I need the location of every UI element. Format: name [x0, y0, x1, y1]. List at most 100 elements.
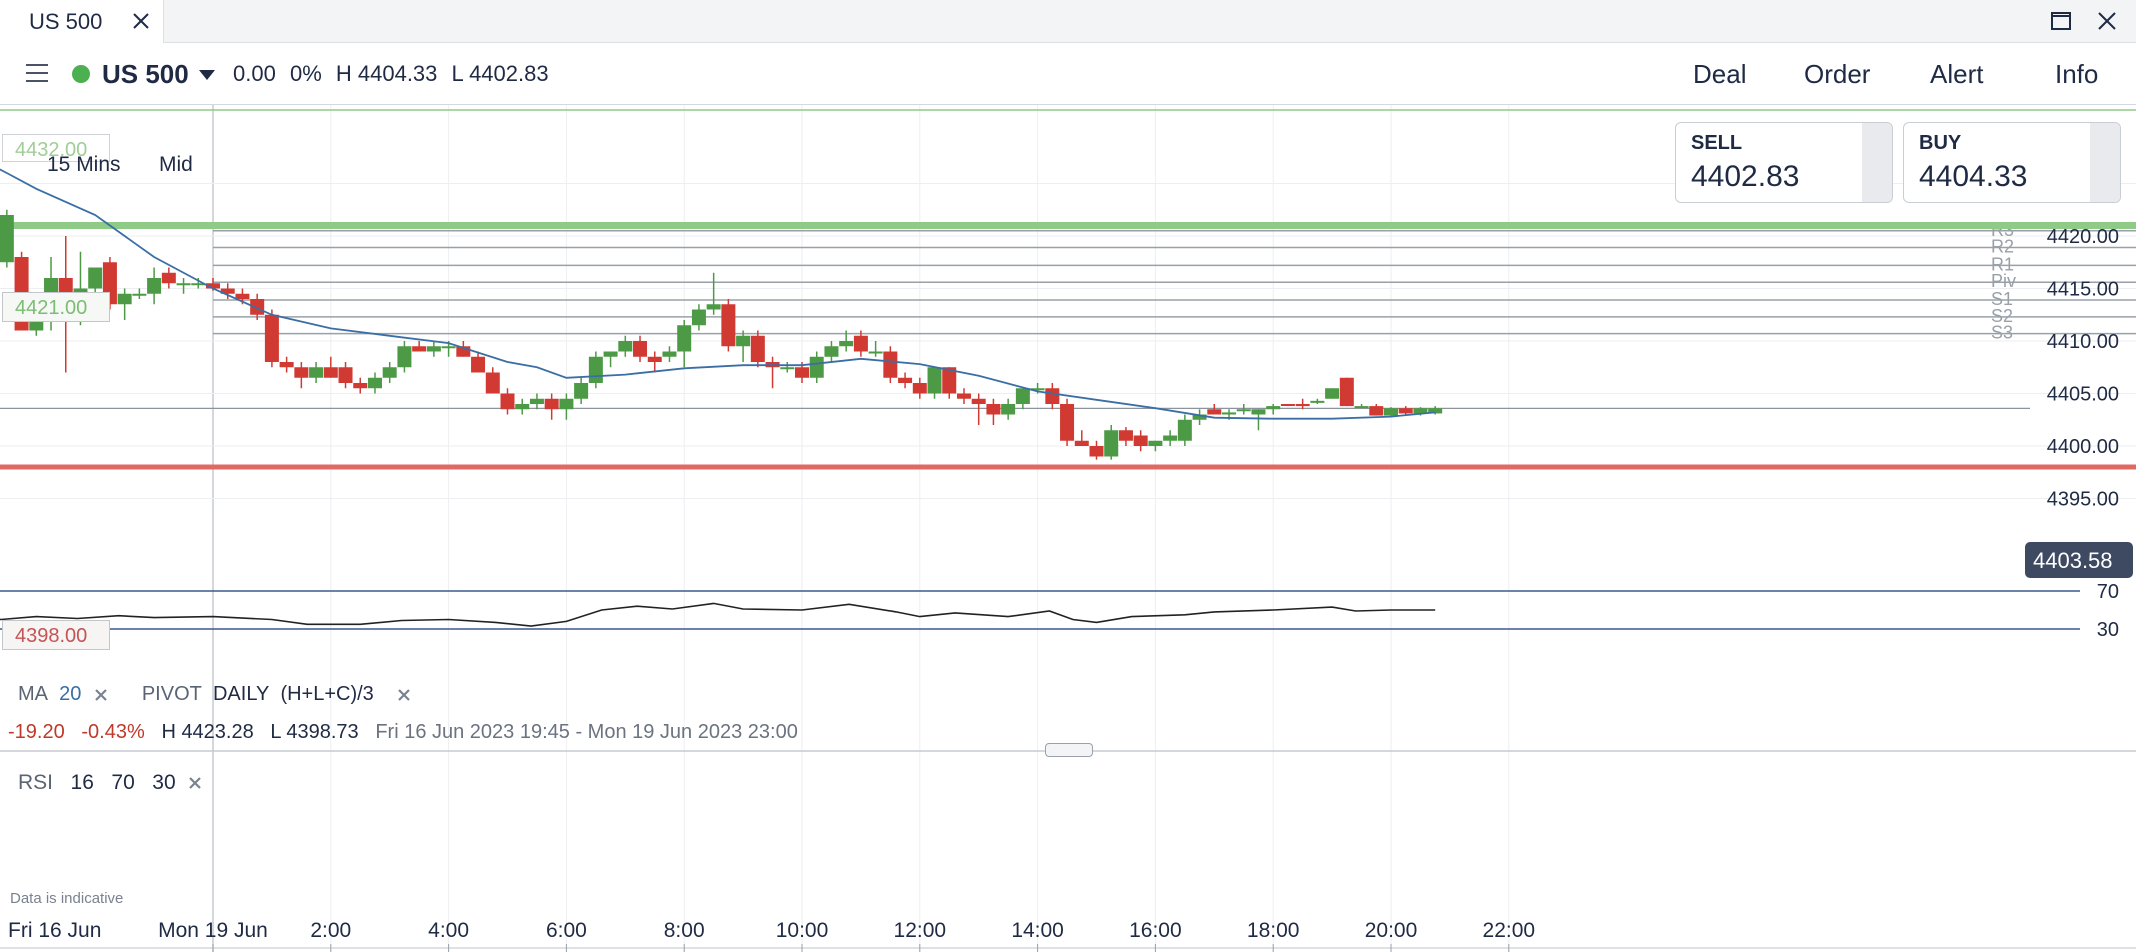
candle-down [471, 356, 486, 373]
sell-button[interactable]: SELL 4402.83 [1675, 122, 1893, 203]
close-icon[interactable] [128, 8, 154, 34]
candle-down [1295, 404, 1310, 407]
candle-down [1133, 435, 1148, 446]
candle-up [367, 377, 382, 389]
price-type-chip[interactable]: Mid [159, 153, 193, 176]
candle-up [603, 351, 618, 357]
candle-up [691, 309, 706, 326]
range-dates: Fri 16 Jun 2023 19:45 - Mon 19 Jun 2023 … [375, 721, 798, 743]
ma-period[interactable]: 20 [59, 683, 82, 705]
last-price-tag: 4403.58 [2025, 542, 2133, 578]
candle-down [942, 367, 957, 394]
candle-up [1001, 404, 1016, 415]
candle-up [147, 278, 162, 294]
candle-up [809, 356, 824, 378]
x-tick-label: Fri 16 Jun [8, 919, 101, 942]
range-change-percent: -0.43% [81, 721, 145, 743]
pivot-label-s3: S3 [1991, 323, 2013, 343]
y-tick-label: 4420.00 [2047, 226, 2119, 248]
y-tick-label: 4400.00 [2047, 436, 2119, 458]
candle-up [132, 293, 147, 296]
change-percent: 0% [289, 61, 322, 86]
candle-up [397, 346, 412, 368]
candle-up [117, 293, 132, 305]
candle-down [485, 372, 500, 394]
change-value: 0.00 [233, 61, 276, 86]
candle-up [1192, 414, 1207, 420]
deal-button[interactable]: Deal [1693, 59, 1747, 89]
tab-bar: US 500 [0, 0, 2136, 43]
x-tick-label: Mon 19 Jun [158, 919, 268, 942]
x-tick-label: 18:00 [1247, 919, 1300, 942]
candle-down [294, 367, 309, 378]
green-level-tag[interactable]: 4421.00 [2, 292, 110, 322]
candle-down [1398, 408, 1413, 414]
window-close-icon[interactable] [2094, 8, 2120, 34]
pivot-period[interactable]: DAILY [212, 683, 270, 705]
y-tick-label: 4405.00 [2047, 384, 2119, 406]
order-button[interactable]: Order [1804, 59, 1871, 89]
candle-down [971, 398, 986, 404]
candle-down [456, 346, 471, 357]
red-level-tag[interactable]: 4398.00 [2, 620, 110, 650]
ma20-line [0, 168, 1436, 420]
buy-button[interactable]: BUY 4404.33 [1903, 122, 2121, 203]
candle-up [1428, 408, 1443, 414]
x-tick-label: 2:00 [310, 919, 351, 942]
rsi-period[interactable]: 16 [70, 771, 94, 794]
pivot-formula[interactable]: (H+L+C)/3 [280, 683, 374, 705]
interval-chip[interactable]: 15 Mins [47, 153, 121, 176]
remove-rsi-icon[interactable] [187, 775, 203, 791]
y-tick-label: 4395.00 [2047, 489, 2119, 511]
rsi-upper[interactable]: 70 [111, 771, 135, 794]
quote-summary: 0.00 0% H 4404.33 L 4402.83 [233, 61, 557, 87]
range-change: -19.20 [8, 721, 65, 743]
candle-down [250, 299, 265, 315]
rsi-lower[interactable]: 30 [152, 771, 176, 794]
market-open-status-dot [72, 65, 90, 83]
candle-up [1413, 408, 1428, 414]
candle-up [618, 341, 633, 352]
pane-splitter-handle[interactable] [1045, 743, 1093, 757]
pivot-label-s1: S1 [1991, 289, 2013, 309]
hamburger-menu-icon[interactable] [24, 61, 50, 85]
x-tick-label: 6:00 [546, 919, 587, 942]
remove-ma-icon[interactable] [93, 687, 109, 703]
sell-box-strip [1862, 123, 1892, 202]
maximize-icon[interactable] [2048, 8, 2074, 34]
market-name[interactable]: US 500 [102, 59, 189, 89]
chevron-down-icon[interactable] [198, 69, 216, 81]
tab-us500[interactable]: US 500 [0, 0, 164, 43]
candle-up [0, 215, 14, 263]
candle-down [279, 362, 294, 368]
candle-down [912, 383, 927, 394]
candle-up [309, 367, 324, 378]
buy-label: BUY [1919, 132, 1962, 154]
candle-down [338, 367, 353, 383]
candle-down [1060, 404, 1075, 441]
pivot-label-piv: Piv [1991, 271, 2016, 291]
tab-label: US 500 [29, 9, 103, 34]
alert-button[interactable]: Alert [1930, 59, 1984, 89]
candle-up [588, 356, 603, 383]
candle-down [956, 393, 971, 399]
high-value: H 4404.33 [335, 61, 438, 86]
remove-pivot-icon[interactable] [396, 687, 412, 703]
candle-down [353, 383, 368, 389]
candle-up [191, 283, 206, 286]
price-chart[interactable]: R3R2R1PivS1S2S34425.004420.004415.004410… [0, 105, 2136, 952]
rsi-legend: RSI 16 70 30 [18, 771, 203, 795]
candle-up [780, 367, 795, 370]
candle-up [824, 346, 839, 357]
market-header: US 500 0.00 0% H 4404.33 L 4402.83 Deal … [0, 43, 2136, 105]
low-value: L 4402.83 [451, 61, 549, 86]
x-tick-label: 10:00 [776, 919, 829, 942]
candle-up [677, 325, 692, 352]
candle-down [323, 367, 338, 378]
candle-up [1251, 409, 1266, 415]
candle-up [1325, 388, 1340, 399]
candle-up [1354, 406, 1369, 409]
info-button[interactable]: Info [2055, 59, 2099, 89]
candle-down [1339, 377, 1354, 407]
data-indicative-note: Data is indicative [10, 890, 124, 907]
